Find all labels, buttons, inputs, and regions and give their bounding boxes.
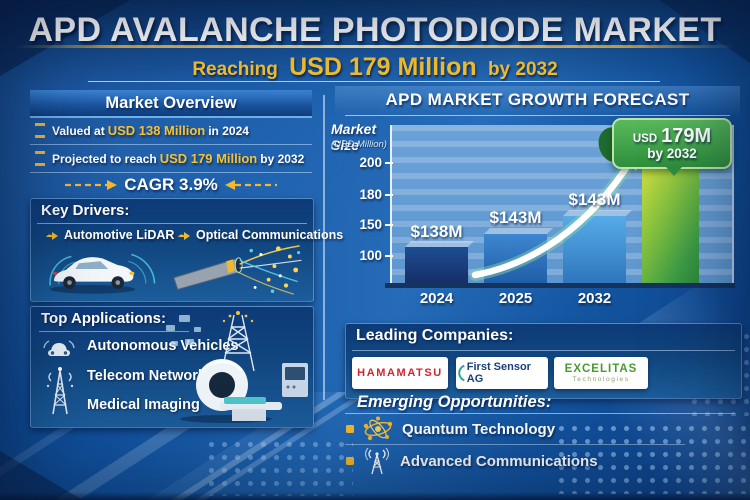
bar-2032 [563, 216, 626, 283]
dots-pattern [205, 438, 353, 496]
bullet-highlight: USD 179 Million [159, 151, 258, 166]
x-tick-label: 2024 [419, 290, 454, 307]
y-tick-mark [385, 224, 393, 226]
y-axis-unit: (USD Million) [331, 139, 387, 150]
bullet-text: in 2024 [208, 123, 249, 138]
divider [352, 350, 735, 351]
dash-bullet-icon [35, 123, 45, 138]
divider [37, 223, 307, 224]
footer-edge-decoration [0, 492, 750, 500]
divider [345, 413, 735, 414]
logo-hamamatsu: HAMAMATSU [352, 357, 448, 389]
cagr-value: CAGR 3.9% [124, 175, 218, 194]
divider [39, 331, 189, 332]
logo-text: First Sensor AG [456, 361, 548, 385]
pointer-arrow-icon [46, 232, 58, 240]
logo-subtext: Technologies [572, 376, 630, 383]
antenna-tower-icon [44, 364, 76, 423]
telecom-medical-illustration [166, 311, 308, 423]
badge-currency: USD [632, 132, 658, 145]
badge-value: 179M [661, 124, 712, 147]
bar-forecast-179m [642, 167, 699, 283]
column-divider [323, 95, 325, 400]
cagr-callout: CAGR 3.9% [30, 174, 312, 196]
application-label: Medical Imaging [87, 397, 200, 413]
gold-accent-line [0, 45, 750, 48]
opportunity-item: Advanced Communications [346, 447, 598, 475]
logo-excelitas: EXCELITAS Technologies [554, 357, 648, 389]
logo-first-sensor: First Sensor AG [456, 357, 548, 389]
key-driver-item: Automotive LiDAR [45, 228, 174, 242]
top-applications-title: Top Applications: [41, 310, 166, 327]
y-tick-label: 180 [359, 187, 382, 202]
header-divider [88, 81, 660, 82]
bullet-highlight: USD 138 Million [107, 123, 206, 138]
pointer-arrow-icon [178, 232, 190, 240]
badge-value-line: USD 179M [632, 124, 712, 147]
bar-2025 [484, 234, 547, 283]
lidar-car-fiber-illustration [49, 245, 302, 295]
page-title: APD AVALANCHE PHOTODIODE MARKET [28, 11, 722, 49]
y-tick-mark [385, 194, 393, 196]
opportunity-label: Advanced Communications [400, 452, 598, 470]
dash-bullet-icon [35, 151, 45, 166]
y-tick-label: 150 [359, 217, 382, 232]
y-tick-mark [385, 162, 393, 164]
y-tick-mark [385, 255, 393, 257]
header-band-decoration [0, 0, 750, 84]
dashed-arrow-right-icon [65, 180, 118, 190]
overview-bullet-1: Valued at USD 138 Million in 2024 [30, 117, 312, 145]
application-label: Telecom Networks [87, 368, 215, 384]
leading-companies-title: Leading Companies: [356, 327, 514, 344]
forecast-callout-badge: USD 179M by 2032 [612, 118, 732, 176]
badge-year: by 2032 [647, 145, 697, 161]
emerging-opportunities-title: Emerging Opportunities: [357, 393, 552, 411]
bar-value-label: $143M [489, 208, 542, 227]
x-axis-baseline [385, 283, 735, 288]
square-bullet-icon [346, 425, 354, 433]
key-driver-item: Optical Communications [177, 228, 343, 242]
opportunity-label: Quantum Technology [402, 420, 556, 438]
dashed-arrow-left-icon [224, 180, 277, 190]
key-driver-label: Automotive LiDAR [64, 228, 175, 242]
application-label: Autonomous Vehicles [87, 338, 239, 354]
bullet-text: by 2032 [260, 151, 305, 166]
bullet-text: Projected to reach [52, 151, 157, 166]
y-tick-label: 100 [359, 248, 382, 263]
key-drivers-panel: Key Drivers: Automotive LiDAR Optical Co… [30, 198, 343, 302]
top-applications-panel: Top Applications: Autonomous Vehicles [30, 306, 314, 428]
subtitle-highlight: USD 179 Million [289, 53, 477, 81]
radio-tower-icon [364, 447, 390, 475]
bar-2024 [405, 247, 468, 283]
page-subtitle: Reaching USD 179 Million by 2032 [0, 53, 750, 82]
leading-companies-panel: Leading Companies: HAMAMATSU First Senso… [345, 323, 742, 399]
dots-pattern [555, 422, 750, 494]
bar-value-label: $143M [568, 190, 621, 209]
car-icon [41, 336, 77, 365]
logo-text: HAMAMATSU [357, 367, 443, 379]
logo-text: EXCELITAS [564, 363, 638, 375]
bullet-text: Valued at [52, 123, 105, 138]
forecast-header-band [335, 86, 740, 116]
x-tick-label: 2025 [498, 290, 533, 307]
market-overview-header: Market Overview [30, 90, 312, 118]
subtitle-prefix: Reaching [192, 59, 278, 80]
quantum-atom-icon [363, 416, 393, 441]
divider [345, 444, 685, 445]
divider [345, 115, 730, 116]
key-drivers-title: Key Drivers: [41, 202, 130, 219]
first-sensor-swoosh-icon [458, 364, 465, 382]
x-tick-label: 2032 [577, 290, 612, 307]
square-bullet-icon [346, 457, 354, 465]
overview-bullet-2: Projected to reach USD 179 Million by 20… [30, 145, 312, 173]
y-axis-label: Market Size [331, 121, 377, 153]
key-driver-label: Optical Communications [196, 228, 344, 242]
bar-value-label: $138M [410, 222, 463, 241]
subtitle-suffix: by 2032 [487, 59, 558, 80]
opportunity-item: Quantum Technology [346, 415, 555, 443]
chart-title: APD MARKET GROWTH FORECAST [385, 90, 690, 109]
y-tick-label: 200 [359, 155, 382, 170]
